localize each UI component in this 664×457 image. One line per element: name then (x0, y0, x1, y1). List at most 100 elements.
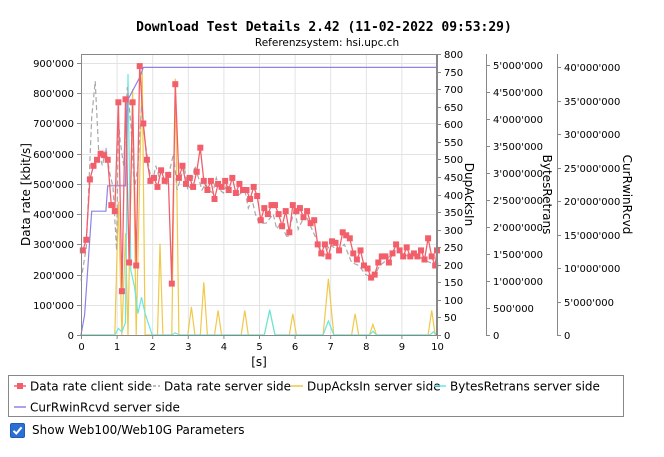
data-point-data-rate-client-side (314, 241, 321, 248)
data-point-data-rate-client-side (140, 120, 147, 127)
data-point-data-rate-client-side (243, 187, 250, 193)
data-point-data-rate-client-side (225, 187, 232, 193)
legend-label: DupAcksIn server side (307, 380, 441, 394)
right-tick-label-dup: 250 (444, 243, 463, 254)
data-point-data-rate-client-side (136, 63, 143, 70)
right-tick-label-dup: 450 (444, 173, 463, 184)
data-point-data-rate-client-side (261, 205, 268, 212)
chart-subtitle: Referenzsystem: hsi.upc.ch (255, 37, 399, 49)
legend-box (8, 375, 624, 417)
data-point-data-rate-client-side (336, 247, 343, 254)
x-tick-label: 4 (221, 342, 227, 353)
data-point-data-rate-client-side (321, 241, 328, 248)
data-point-data-rate-client-side (254, 193, 261, 199)
chart-legend: Data rate client side Data rate server si… (8, 375, 624, 417)
data-point-data-rate-client-side (101, 152, 108, 159)
data-point-data-rate-client-side (86, 176, 93, 183)
right-axis-label-bytes: BytesRetrans (540, 155, 554, 235)
legend-label: Data rate server side (164, 380, 291, 394)
right-tick-label-dup: 500 (444, 155, 463, 166)
data-point-data-rate-client-side (168, 280, 175, 287)
y-tick-label: 100'000 (33, 301, 74, 312)
x-tick-label: 10 (431, 342, 444, 353)
data-point-data-rate-client-side (190, 183, 197, 190)
data-point-data-rate-client-side (368, 274, 375, 281)
y-tick-label: 0 (68, 331, 74, 342)
x-tick-label: 6 (292, 342, 298, 353)
right-tick-label-bytes: 500'000 (493, 304, 534, 315)
data-point-data-rate-client-side (428, 253, 435, 260)
right-tick-label-cwnd: 5'000'000 (564, 298, 614, 309)
data-point-data-rate-client-side (240, 187, 246, 193)
data-point-data-rate-client-side (193, 168, 200, 175)
right-tick-label-cwnd: 15'000'000 (564, 231, 620, 242)
right-tick-label-cwnd: 25'000'000 (564, 164, 620, 175)
data-point-data-rate-client-side (222, 177, 229, 184)
legend-label: CurRwinRcvd server side (30, 401, 180, 415)
data-point-data-rate-client-side (133, 262, 140, 269)
x-tick-label: 3 (185, 342, 191, 353)
y-tick-label: 900'000 (33, 59, 74, 70)
right-tick-label-bytes: 0 (493, 331, 499, 342)
data-point-data-rate-client-side (361, 262, 367, 269)
right-tick-label-dup: 200 (444, 261, 463, 272)
data-point-data-rate-client-side (432, 262, 439, 269)
data-point-data-rate-client-side (179, 162, 186, 169)
data-point-data-rate-client-side (104, 156, 111, 163)
data-point-data-rate-client-side (264, 211, 271, 218)
data-point-data-rate-client-side (421, 256, 428, 263)
right-tick-label-bytes: 2'500'000 (493, 196, 543, 207)
data-point-data-rate-client-side (403, 244, 410, 251)
right-tick-label-dup: 800 (444, 50, 463, 61)
data-point-data-rate-client-side (129, 99, 136, 106)
data-point-data-rate-client-side (154, 183, 161, 190)
data-point-data-rate-client-side (371, 271, 378, 278)
data-point-data-rate-client-side (304, 208, 311, 215)
right-tick-label-bytes: 1'000'000 (493, 277, 543, 288)
legend-item-currwinrcvd-server-side: CurRwinRcvd server side (14, 401, 180, 415)
right-tick-label-bytes: 5'000'000 (493, 61, 543, 72)
data-point-data-rate-client-side (353, 256, 360, 263)
data-point-data-rate-client-side (396, 247, 403, 254)
show-web100-checkbox-row[interactable]: Show Web100/Web10G Parameters (10, 421, 245, 439)
checkmark-icon (12, 426, 23, 435)
right-tick-label-dup: 750 (444, 68, 463, 79)
data-point-data-rate-client-side (307, 220, 314, 227)
right-tick-label-dup: 600 (444, 120, 463, 131)
data-point-data-rate-client-side (332, 239, 339, 246)
data-point-data-rate-client-side (339, 229, 346, 236)
data-point-data-rate-client-side (382, 253, 389, 260)
data-point-data-rate-client-side (247, 196, 254, 202)
data-point-data-rate-client-side (378, 253, 385, 260)
data-point-data-rate-client-side (275, 211, 282, 218)
show-web100-checkbox[interactable] (10, 422, 25, 438)
series-line-bytesretrans-server-side (81, 73, 438, 336)
right-tick-label-dup: 150 (444, 278, 463, 289)
data-point-data-rate-client-side (389, 250, 396, 257)
data-point-data-rate-client-side (257, 217, 264, 224)
data-point-data-rate-client-side (289, 202, 296, 209)
data-point-data-rate-client-side (118, 288, 125, 295)
right-tick-label-cwnd: 20'000'000 (564, 197, 620, 208)
x-tick-label: 5 (256, 342, 262, 353)
data-point-data-rate-client-side (147, 177, 154, 184)
right-axis-label-cwnd: CurRwinRcvd (620, 155, 634, 235)
data-point-data-rate-client-side (175, 174, 182, 181)
right-tick-label-cwnd: 40'000'000 (564, 63, 620, 74)
data-point-data-rate-client-side (296, 205, 303, 212)
data-point-data-rate-client-side (126, 259, 133, 266)
data-point-data-rate-client-side (300, 214, 307, 221)
legend-item-data-rate-server-side: Data rate server side (148, 380, 291, 394)
right-tick-label-dup: 50 (444, 313, 457, 324)
y-tick-label: 400'000 (33, 210, 74, 221)
data-point-data-rate-client-side (407, 253, 414, 260)
data-point-data-rate-client-side (97, 150, 104, 157)
data-point-data-rate-client-side (207, 177, 214, 184)
data-point-data-rate-client-side (83, 236, 90, 243)
x-tick-label: 9 (399, 342, 405, 353)
right-tick-label-dup: 300 (444, 226, 463, 237)
data-point-data-rate-client-side (385, 259, 392, 266)
right-tick-label-bytes: 1'500'000 (493, 250, 543, 261)
data-point-data-rate-client-side (318, 250, 325, 257)
data-point-data-rate-client-side (111, 208, 118, 215)
